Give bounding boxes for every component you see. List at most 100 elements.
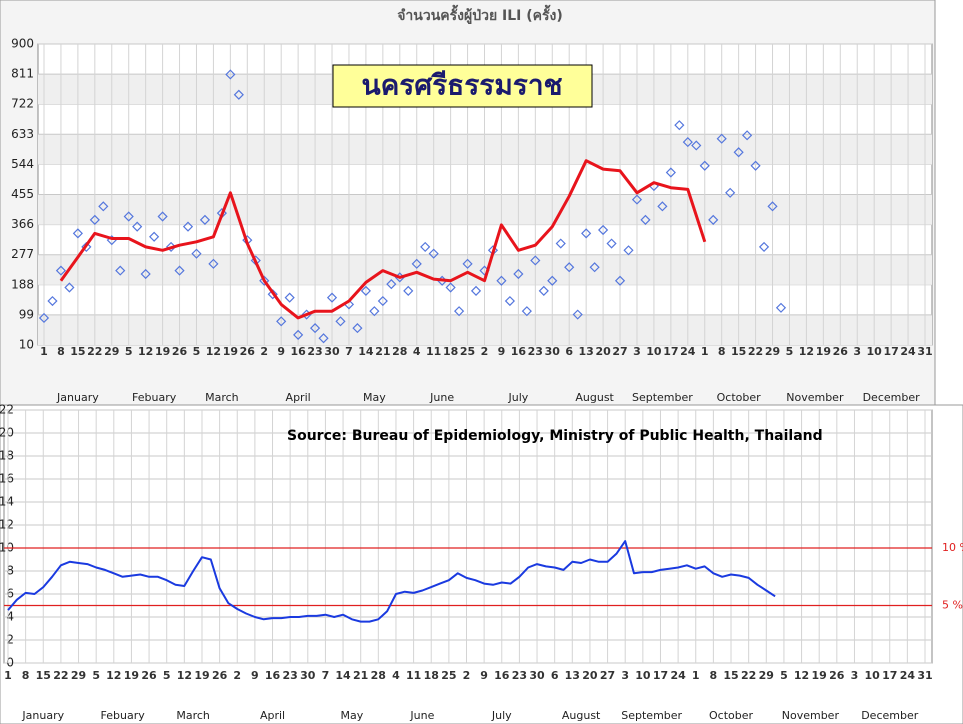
x-tick-label: 27 bbox=[612, 345, 627, 358]
x-tick-label: 2 bbox=[481, 345, 489, 358]
x-tick-label: 5 bbox=[193, 345, 201, 358]
x-tick-label: 5 bbox=[125, 345, 133, 358]
x-tick-label: 29 bbox=[759, 669, 774, 682]
scatter-point bbox=[293, 329, 304, 340]
x-tick-label: 13 bbox=[578, 345, 593, 358]
scatter-point bbox=[89, 214, 100, 225]
x-tick-label: 8 bbox=[22, 669, 30, 682]
scatter-point bbox=[377, 295, 388, 307]
scatter-point bbox=[182, 221, 194, 232]
x-tick-label: 13 bbox=[565, 669, 580, 682]
x-tick-label: 3 bbox=[621, 669, 629, 682]
x-tick-label: 1 bbox=[40, 345, 48, 358]
month-label: November bbox=[786, 391, 844, 404]
scatter-point bbox=[115, 265, 126, 276]
month-label: June bbox=[429, 391, 454, 404]
scatter-point bbox=[123, 211, 134, 222]
scatter-point bbox=[318, 333, 329, 344]
y-tick-label: 188 bbox=[11, 277, 34, 291]
x-tick-label: 16 bbox=[290, 345, 306, 358]
month-label: May bbox=[363, 391, 386, 404]
scatter-point bbox=[411, 258, 422, 269]
x-tick-label: 30 bbox=[300, 669, 316, 682]
y-tick-label: 0 bbox=[6, 656, 14, 670]
month-label: December bbox=[863, 391, 921, 404]
x-tick-label: 17 bbox=[653, 669, 668, 682]
scatter-point bbox=[733, 147, 744, 158]
x-tick-label: 26 bbox=[829, 669, 845, 682]
month-label: March bbox=[205, 391, 239, 404]
x-tick-label: 7 bbox=[345, 345, 353, 358]
threshold-label: 5 % bbox=[942, 599, 963, 612]
month-label: September bbox=[632, 391, 693, 404]
scatter-point bbox=[386, 279, 397, 290]
scatter-point bbox=[682, 136, 693, 148]
x-tick-label: 15 bbox=[731, 345, 746, 358]
scatter-point bbox=[420, 241, 431, 253]
x-tick-label: 12 bbox=[206, 345, 221, 358]
scatter-point bbox=[530, 255, 541, 266]
x-tick-label: 15 bbox=[723, 669, 738, 682]
scatter-point bbox=[191, 248, 202, 259]
x-tick-label: 18 bbox=[424, 669, 439, 682]
y-tick-label: 12 bbox=[0, 518, 14, 532]
x-tick-label: 30 bbox=[545, 345, 561, 358]
y-tick-label: 4 bbox=[6, 610, 14, 624]
scatter-point bbox=[132, 221, 143, 232]
x-tick-label: 28 bbox=[392, 345, 407, 358]
x-tick-label: 4 bbox=[392, 669, 400, 682]
x-tick-label: 31 bbox=[917, 345, 932, 358]
x-tick-label: 9 bbox=[480, 669, 488, 682]
scatter-point bbox=[276, 316, 287, 327]
y-tick-label: 18 bbox=[0, 449, 14, 463]
x-tick-label: 24 bbox=[900, 669, 916, 682]
x-tick-label: 19 bbox=[223, 345, 238, 358]
month-label: July bbox=[507, 391, 528, 404]
x-tick-label: 30 bbox=[324, 345, 340, 358]
x-tick-label: 5 bbox=[780, 669, 788, 682]
x-tick-label: 22 bbox=[87, 345, 102, 358]
scatter-point bbox=[716, 133, 727, 144]
x-tick-label: 16 bbox=[511, 345, 527, 358]
month-label: December bbox=[861, 709, 919, 722]
x-tick-label: 12 bbox=[799, 345, 814, 358]
x-tick-label: 8 bbox=[57, 345, 65, 358]
scatter-point bbox=[225, 69, 236, 80]
scatter-point bbox=[157, 211, 168, 222]
month-label: October bbox=[709, 709, 753, 722]
x-tick-label: 12 bbox=[177, 669, 192, 682]
scatter-point bbox=[326, 292, 338, 303]
x-tick-label: 14 bbox=[358, 345, 374, 358]
month-label: June bbox=[409, 709, 434, 722]
x-tick-label: 6 bbox=[565, 345, 573, 358]
scatter-point bbox=[572, 309, 583, 320]
y-tick-label: 2 bbox=[6, 633, 14, 647]
month-label: April bbox=[286, 391, 311, 404]
x-tick-label: 31 bbox=[917, 669, 932, 682]
scatter-point bbox=[55, 265, 67, 276]
x-tick-label: 12 bbox=[794, 669, 809, 682]
scatter-point bbox=[581, 228, 592, 239]
month-label: March bbox=[176, 709, 210, 722]
scatter-point bbox=[360, 285, 371, 296]
threshold-label: 10 % bbox=[942, 541, 963, 554]
x-tick-label: 25 bbox=[441, 669, 456, 682]
scatter-point bbox=[513, 268, 524, 280]
scatter-point bbox=[47, 295, 58, 307]
scatter-point bbox=[640, 214, 651, 225]
scatter-point bbox=[555, 238, 566, 249]
x-tick-label: 21 bbox=[353, 669, 368, 682]
scatter-point bbox=[38, 312, 50, 324]
x-tick-label: 17 bbox=[663, 345, 678, 358]
month-label: August bbox=[562, 709, 601, 722]
x-tick-label: 29 bbox=[765, 345, 780, 358]
x-tick-label: 23 bbox=[512, 669, 527, 682]
x-tick-label: 1 bbox=[692, 669, 700, 682]
scatter-point bbox=[547, 275, 558, 286]
x-tick-label: 1 bbox=[701, 345, 709, 358]
scatter-point bbox=[657, 201, 668, 212]
scatter-point bbox=[445, 282, 456, 293]
x-tick-label: 23 bbox=[307, 345, 322, 358]
y-tick-label: 900 bbox=[11, 37, 34, 51]
